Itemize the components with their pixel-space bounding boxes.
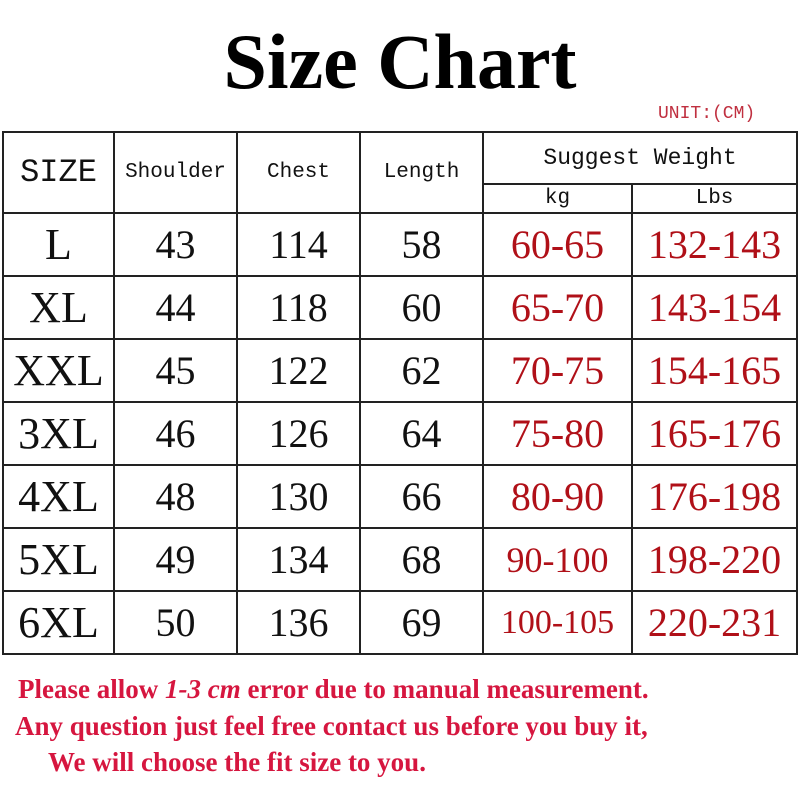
cell-size: 5XL xyxy=(2,527,115,592)
cell-shoulder: 43 xyxy=(113,212,238,277)
subheader-row: kg Lbs xyxy=(3,183,799,214)
cell-lbs: 154-165 xyxy=(630,338,799,403)
cell-size: XXL xyxy=(2,338,115,403)
cell-kg: 65-70 xyxy=(482,275,633,340)
cell-kg: 90-100 xyxy=(482,527,633,592)
header-suggest-weight: Suggest Weight xyxy=(481,131,799,185)
cell-size: 3XL xyxy=(2,401,115,466)
header-length: Length xyxy=(359,131,484,214)
size-table: SIZE Shoulder Chest Length Suggest Weigh… xyxy=(2,131,799,655)
table-row: 6XL 50 136 69 100-105 220-231 xyxy=(2,590,799,655)
cell-size: XL xyxy=(2,275,115,340)
cell-chest: 114 xyxy=(236,212,361,277)
note-text: error due to manual measurement. xyxy=(240,674,649,704)
cell-shoulder: 50 xyxy=(113,590,238,655)
cell-lbs: 176-198 xyxy=(630,464,799,529)
note-line-1: Please allow 1-3 cm error due to manual … xyxy=(18,674,649,705)
cell-shoulder: 49 xyxy=(113,527,238,592)
header-size: SIZE xyxy=(2,131,115,214)
cell-lbs: 198-220 xyxy=(630,527,799,592)
cell-length: 62 xyxy=(359,338,484,403)
cell-kg: 100-105 xyxy=(482,590,633,655)
cell-size: 4XL xyxy=(2,464,115,529)
cell-chest: 118 xyxy=(236,275,361,340)
cell-length: 66 xyxy=(359,464,484,529)
table-row: 3XL 46 126 64 75-80 165-176 xyxy=(2,401,799,466)
cell-length: 60 xyxy=(359,275,484,340)
cell-size: L xyxy=(2,212,115,277)
cell-lbs: 220-231 xyxy=(630,590,799,655)
cell-length: 58 xyxy=(359,212,484,277)
header-lbs: Lbs xyxy=(630,183,799,214)
cell-shoulder: 46 xyxy=(113,401,238,466)
cell-shoulder: 45 xyxy=(113,338,238,403)
cell-chest: 126 xyxy=(236,401,361,466)
cell-length: 69 xyxy=(359,590,484,655)
cell-lbs: 132-143 xyxy=(630,212,799,277)
cell-length: 64 xyxy=(359,401,484,466)
cell-shoulder: 44 xyxy=(113,275,238,340)
cell-chest: 136 xyxy=(236,590,361,655)
note-line-2: Any question just feel free contact us b… xyxy=(15,711,648,741)
cell-kg: 60-65 xyxy=(482,212,633,277)
table-row: 5XL 49 134 68 90-100 198-220 xyxy=(2,527,799,592)
cell-lbs: 165-176 xyxy=(630,401,799,466)
cell-kg: 75-80 xyxy=(482,401,633,466)
cell-kg: 70-75 xyxy=(482,338,633,403)
table-row: L 43 114 58 60-65 132-143 xyxy=(2,212,799,277)
table-row: XL 44 118 60 65-70 143-154 xyxy=(2,275,799,340)
cell-chest: 122 xyxy=(236,338,361,403)
header-chest: Chest xyxy=(236,131,361,214)
unit-label: UNIT:(CM) xyxy=(658,104,756,124)
note-emphasis: 1-3 cm xyxy=(164,674,241,704)
cell-chest: 134 xyxy=(236,527,361,592)
table-row: XXL 45 122 62 70-75 154-165 xyxy=(2,338,799,403)
note-line-3: We will choose the fit size to you. xyxy=(48,747,426,777)
cell-lbs: 143-154 xyxy=(630,275,799,340)
header-row: SIZE Shoulder Chest Length Suggest Weigh… xyxy=(2,131,799,214)
header-shoulder: Shoulder xyxy=(113,131,238,214)
table-row: 4XL 48 130 66 80-90 176-198 xyxy=(2,464,799,529)
cell-size: 6XL xyxy=(2,590,115,655)
cell-shoulder: 48 xyxy=(113,464,238,529)
cell-kg: 80-90 xyxy=(482,464,633,529)
header-kg: kg xyxy=(482,183,633,214)
cell-length: 68 xyxy=(359,527,484,592)
page-title: Size Chart xyxy=(223,18,577,105)
note-text: Please allow xyxy=(18,674,165,704)
cell-chest: 130 xyxy=(236,464,361,529)
